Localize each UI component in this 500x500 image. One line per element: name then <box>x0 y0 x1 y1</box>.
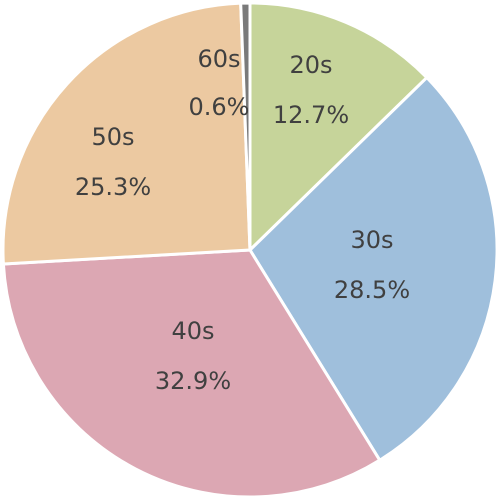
slice-category-label: 40s <box>171 317 214 345</box>
pie-slice-50s <box>1 1 252 266</box>
slice-percent-label: 0.6% <box>189 93 250 121</box>
slice-category-label: 20s <box>289 51 332 79</box>
pie-slice-20s <box>248 1 429 252</box>
slice-percent-label: 28.5% <box>334 276 410 304</box>
slice-category-label: 60s <box>197 45 240 73</box>
pie-labels: 20s 12.7% 30s 28.5% 40s 32.9% 50s 25.3% 60s 0.6% <box>75 45 410 395</box>
pie-slice-40s <box>1 248 382 499</box>
pie-slice-60s <box>239 1 252 252</box>
slice-percent-label: 32.9% <box>155 367 231 395</box>
slice-category-label: 30s <box>350 226 393 254</box>
slice-category-label: 50s <box>91 123 134 151</box>
slice-percent-label: 12.7% <box>273 101 349 129</box>
pie-slice-30s <box>248 76 499 462</box>
slice-percent-label: 25.3% <box>75 173 151 201</box>
